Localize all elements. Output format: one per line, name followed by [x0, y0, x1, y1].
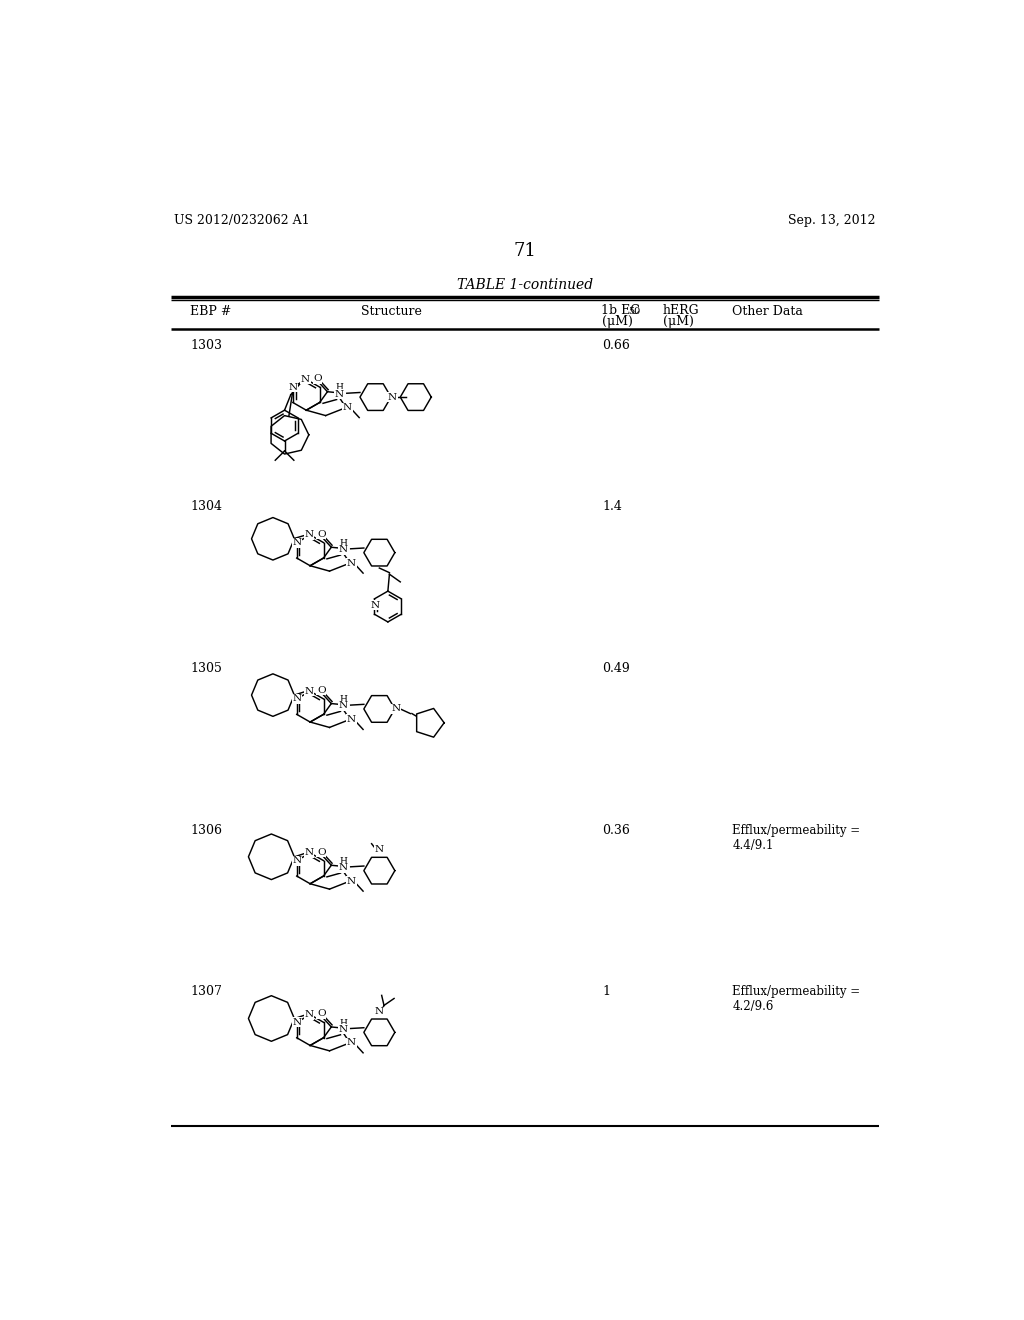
Text: N: N [305, 531, 314, 540]
Text: 50: 50 [629, 308, 641, 315]
Text: H: H [340, 539, 347, 548]
Text: N: N [305, 686, 314, 696]
Text: O: O [316, 686, 326, 694]
Text: 71: 71 [513, 242, 537, 260]
Text: N: N [347, 558, 356, 568]
Text: Efflux/permeability =
4.4/9.1: Efflux/permeability = 4.4/9.1 [732, 824, 860, 851]
Text: H: H [340, 696, 347, 704]
Text: N: N [292, 539, 301, 546]
Text: US 2012/0232062 A1: US 2012/0232062 A1 [174, 214, 310, 227]
Text: 1.4: 1.4 [602, 500, 623, 513]
Text: N: N [347, 876, 356, 886]
Text: 1303: 1303 [190, 339, 222, 351]
Text: O: O [316, 529, 326, 539]
Text: N: N [338, 863, 347, 873]
Text: N: N [292, 857, 301, 865]
Text: (μM): (μM) [663, 314, 693, 327]
Text: N: N [301, 375, 310, 384]
Text: N: N [305, 1010, 314, 1019]
Text: N: N [305, 849, 314, 858]
Text: 1304: 1304 [190, 500, 222, 513]
Text: H: H [340, 1019, 347, 1027]
Text: N: N [388, 392, 397, 401]
Text: N: N [292, 1018, 301, 1027]
Text: O: O [316, 1010, 326, 1018]
Text: TABLE 1-continued: TABLE 1-continued [457, 277, 593, 292]
Text: Sep. 13, 2012: Sep. 13, 2012 [787, 214, 876, 227]
Text: 1305: 1305 [190, 663, 222, 675]
Text: N: N [338, 1024, 347, 1034]
Text: H: H [340, 857, 347, 866]
Text: O: O [316, 847, 326, 857]
Text: O: O [313, 374, 322, 383]
Text: 1306: 1306 [190, 824, 222, 837]
Text: Efflux/permeability =
4.2/9.6: Efflux/permeability = 4.2/9.6 [732, 985, 860, 1014]
Text: N: N [347, 715, 356, 723]
Text: N: N [292, 694, 301, 704]
Text: N: N [338, 545, 347, 554]
Text: N: N [375, 1007, 384, 1016]
Text: N: N [392, 705, 401, 713]
Text: EBP #: EBP # [190, 305, 231, 318]
Text: 0.66: 0.66 [602, 339, 630, 351]
Text: hERG: hERG [663, 304, 699, 317]
Text: 1b EC: 1b EC [601, 304, 640, 317]
Text: N: N [375, 845, 384, 854]
Text: N: N [347, 1039, 356, 1047]
Text: 1307: 1307 [190, 985, 222, 998]
Text: N: N [335, 389, 344, 399]
Text: H: H [336, 383, 344, 392]
Text: N: N [343, 403, 352, 412]
Text: 1: 1 [602, 985, 610, 998]
Text: (μM): (μM) [602, 314, 633, 327]
Text: Structure: Structure [361, 305, 422, 318]
Text: 0.49: 0.49 [602, 663, 630, 675]
Text: Other Data: Other Data [732, 305, 804, 318]
Text: 0.36: 0.36 [602, 824, 630, 837]
Text: N: N [338, 701, 347, 710]
Text: N: N [289, 383, 297, 392]
Text: N: N [371, 601, 380, 610]
